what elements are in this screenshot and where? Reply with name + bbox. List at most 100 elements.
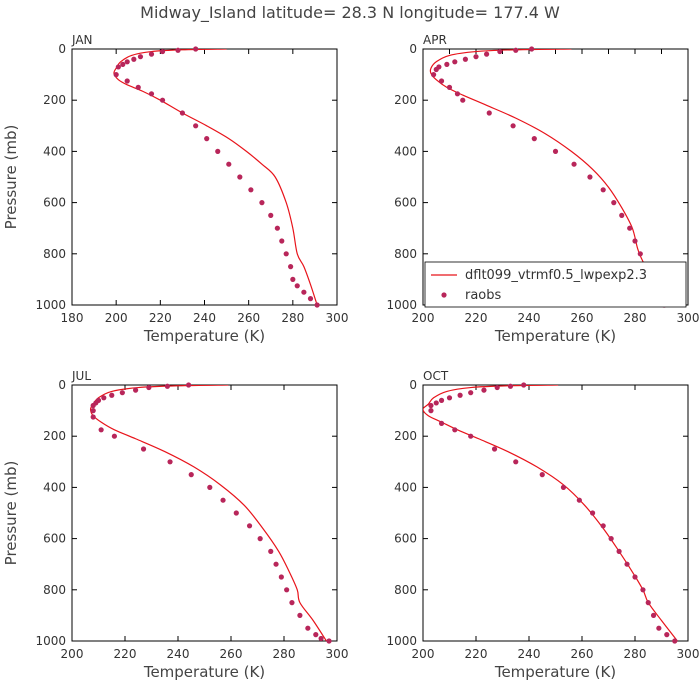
x-axis-label: Temperature (K) — [143, 327, 265, 345]
panel-label: APR — [423, 33, 447, 47]
raob-point — [273, 561, 279, 567]
raob-point — [460, 97, 466, 103]
y-tick-label: 200 — [43, 93, 66, 107]
x-tick-label: 300 — [677, 311, 700, 325]
raob-point — [297, 612, 303, 619]
x-axis-label: Temperature (K) — [494, 663, 616, 681]
raob-point — [600, 523, 606, 529]
raob-point — [632, 574, 638, 580]
y-tick-label: 200 — [394, 93, 417, 107]
x-tick-label: 200 — [61, 647, 84, 661]
raob-point — [288, 264, 294, 270]
raob-point — [462, 56, 468, 62]
raob-point — [513, 47, 519, 53]
raob-point — [438, 78, 445, 84]
raob-point — [318, 635, 324, 642]
raob-point — [531, 136, 537, 142]
raob-point — [305, 625, 311, 631]
raob-point — [484, 51, 490, 57]
x-tick-label: 280 — [624, 647, 647, 661]
raob-point — [274, 225, 280, 231]
y-tick-label: 400 — [43, 480, 66, 494]
raob-point — [248, 187, 254, 193]
raob-point — [468, 390, 474, 396]
raob-point — [513, 459, 519, 465]
raob-point — [446, 84, 453, 90]
legend-point-swatch — [441, 292, 447, 298]
raob-point — [438, 420, 445, 426]
model-profile-line — [89, 385, 327, 641]
raob-point — [133, 387, 139, 393]
raob-point — [446, 395, 453, 401]
raob-point — [428, 402, 434, 409]
raob-point — [452, 59, 458, 65]
raob-point — [433, 66, 439, 73]
raob-point — [101, 395, 107, 401]
x-tick-label: 220 — [465, 311, 488, 325]
x-tick-label: 300 — [326, 647, 349, 661]
y-tick-label: 1000 — [386, 634, 417, 648]
raob-point — [576, 497, 582, 503]
raob-point — [326, 638, 332, 644]
raob-point — [301, 289, 307, 295]
raob-point — [279, 238, 285, 244]
raob-point — [119, 390, 125, 396]
raob-point — [616, 548, 622, 555]
x-tick-label: 300 — [326, 311, 349, 325]
raob-point — [220, 497, 226, 503]
y-tick-label: 0 — [409, 378, 417, 392]
raob-point — [90, 408, 96, 414]
y-tick-label: 200 — [43, 429, 66, 443]
y-tick-label: 400 — [394, 144, 417, 158]
y-tick-label: 1000 — [35, 298, 66, 312]
y-tick-label: 200 — [394, 429, 417, 443]
panel-jul: 200 220 240 260 280 300 0 200 400 600 800 1000 JUL Te… — [2, 369, 348, 681]
raob-point — [632, 238, 638, 244]
raob-point — [491, 446, 498, 452]
raob-point — [494, 384, 500, 391]
x-tick-label: 300 — [677, 647, 700, 661]
panels: 180 200 220 240 260 280 300 0 200 400 600 800 1000 JA… — [2, 33, 699, 681]
y-tick-label: 0 — [58, 378, 66, 392]
raob-point — [294, 283, 300, 289]
raob-point — [645, 600, 651, 606]
raob-point — [226, 161, 232, 167]
raob-point — [284, 587, 290, 593]
y-tick-label: 400 — [394, 480, 417, 494]
y-tick-label: 800 — [394, 583, 417, 597]
raob-point — [656, 625, 662, 631]
raob-point — [186, 382, 192, 388]
x-tick-label: 260 — [237, 311, 260, 325]
raob-point — [313, 632, 319, 638]
raob-point — [473, 54, 479, 60]
x-tick-label: 200 — [412, 647, 435, 661]
panel-label: OCT — [423, 369, 449, 383]
raob-point — [215, 148, 221, 154]
y-tick-label: 1000 — [386, 298, 417, 312]
raob-point — [188, 472, 194, 478]
raob-point — [624, 561, 630, 567]
y-tick-label: 800 — [394, 247, 417, 261]
panel-label: JUL — [71, 369, 91, 383]
raob-point — [148, 51, 155, 57]
raob-point — [278, 574, 284, 580]
raob-point — [90, 414, 96, 420]
x-tick-label: 200 — [412, 311, 435, 325]
raob-point — [124, 59, 130, 65]
raob-point — [167, 459, 173, 465]
raob-point — [521, 382, 527, 388]
raob-point — [438, 397, 445, 403]
legend-box — [424, 261, 687, 308]
raob-point — [507, 383, 514, 389]
raob-point — [640, 587, 646, 593]
y-tick-label: 0 — [409, 42, 417, 56]
raob-point — [608, 536, 614, 542]
raob-point — [510, 123, 516, 129]
x-tick-label: 260 — [571, 311, 594, 325]
raob-point — [637, 251, 643, 257]
figure-title: Midway_Island latitude= 28.3 N longitude… — [140, 3, 560, 23]
raob-point — [444, 61, 450, 67]
raob-point — [457, 392, 463, 398]
x-tick-label: 220 — [465, 647, 488, 661]
raob-point — [433, 400, 439, 406]
